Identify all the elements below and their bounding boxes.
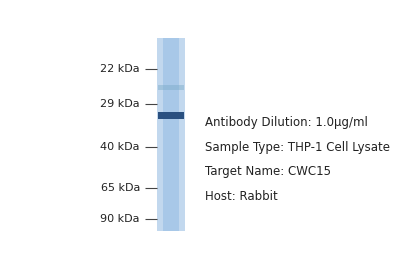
- Bar: [157, 38, 185, 231]
- Bar: [157, 38, 163, 231]
- Text: 90 kDa: 90 kDa: [100, 214, 140, 224]
- Bar: [158, 85, 184, 90]
- Bar: [158, 112, 184, 119]
- Text: Host: Rabbit: Host: Rabbit: [205, 190, 278, 203]
- Text: 65 kDa: 65 kDa: [100, 183, 140, 193]
- Text: Target Name: CWC15: Target Name: CWC15: [205, 165, 331, 178]
- Bar: [179, 38, 185, 231]
- Text: 22 kDa: 22 kDa: [100, 64, 140, 74]
- Text: 29 kDa: 29 kDa: [100, 99, 140, 109]
- Text: Sample Type: THP-1 Cell Lysate: Sample Type: THP-1 Cell Lysate: [205, 141, 390, 154]
- Text: 40 kDa: 40 kDa: [100, 142, 140, 152]
- Text: Antibody Dilution: 1.0μg/ml: Antibody Dilution: 1.0μg/ml: [205, 116, 368, 129]
